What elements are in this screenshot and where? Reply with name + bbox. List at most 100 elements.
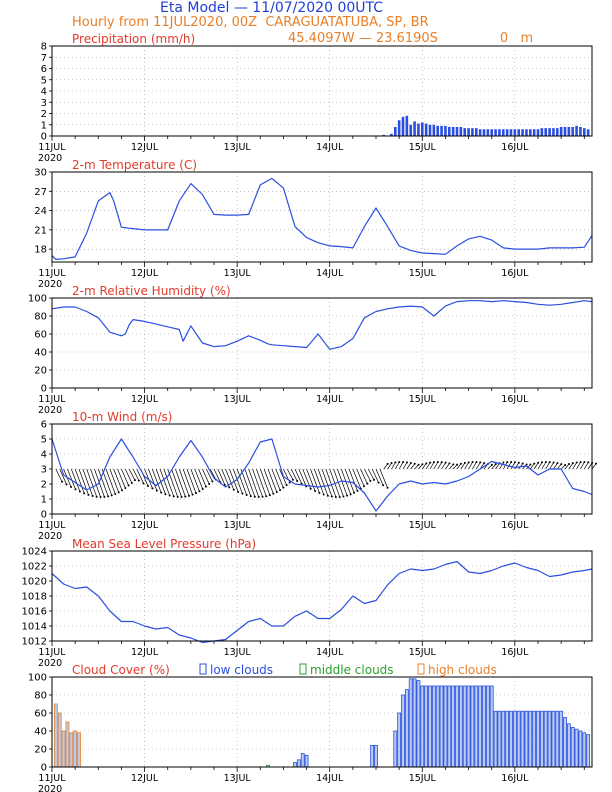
precip-bar [575, 125, 578, 136]
wind-barb-tip [440, 461, 443, 464]
wind-barb-tip [425, 462, 428, 465]
y-tick-label: 27 [34, 187, 47, 198]
precip-bar [397, 120, 401, 136]
precip-bar [513, 129, 517, 136]
wind-barb-tip [571, 462, 574, 465]
wind-barb [352, 468, 362, 489]
wind-barb [367, 468, 375, 481]
y-tick-label: 20 [34, 745, 47, 756]
precip-bar [555, 128, 559, 136]
wind-barb [437, 462, 443, 470]
y-tick-label: 0 [41, 763, 47, 774]
panel-title: Cloud Cover (%) [72, 663, 170, 677]
wind-barb [217, 468, 226, 486]
cloud-bar-low [543, 710, 548, 768]
wind-barb-tip [314, 489, 317, 492]
precip-bar [490, 129, 494, 136]
precip-bar [428, 124, 432, 136]
wind-barb-tip [394, 461, 397, 464]
x-year-label: 2020 [38, 784, 62, 792]
wind-barb-tip [467, 461, 470, 464]
wind-barb [248, 468, 260, 498]
precip-bar [548, 128, 551, 136]
cloud-bar-low [293, 762, 297, 768]
wind-barb [178, 468, 190, 496]
wind-barb-tip [346, 494, 349, 497]
wind-barb [151, 468, 162, 493]
wind-barb-tip [533, 462, 536, 465]
y-tick-label: 4 [41, 87, 47, 98]
wind-barb-tip [353, 491, 356, 494]
wind-barb [491, 463, 496, 470]
wind-barb [186, 468, 197, 494]
cloud-bar-low [570, 727, 575, 768]
wind-barb [267, 468, 278, 493]
cloud-bar-low [474, 685, 479, 768]
wind-barb [333, 468, 344, 497]
precip-bar [382, 134, 386, 136]
y-tick-label: 1 [41, 495, 47, 506]
wind-barb-tip [195, 492, 198, 495]
cloud-bar-low [505, 710, 510, 768]
wind-barb-tip [272, 492, 275, 495]
wind-barb [121, 468, 129, 486]
cloud-bar-low [520, 710, 525, 768]
wind-barb-tip [409, 461, 412, 464]
cloud-bar-low [447, 685, 452, 768]
wind-barb-tip [176, 495, 179, 498]
y-tick-label: 100 [28, 673, 47, 684]
wind-barb-tip [160, 491, 163, 494]
x-year-label: 2020 [38, 153, 62, 164]
panel-2: 18 21 24 27 30 11JUL 12JUL 13JUL 14JUL 15JUL 16JUL… [34, 158, 593, 290]
cloud-bar-low [435, 685, 440, 768]
cloud-bar-low [300, 753, 305, 768]
wind-barb [576, 461, 581, 470]
wind-barb [344, 468, 355, 493]
wind-barb-tip [369, 479, 372, 482]
wind-barb-tip [279, 488, 282, 491]
wind-barb [67, 468, 76, 490]
wind-barb-tip [268, 494, 271, 497]
wind-barb-tip [296, 480, 299, 483]
precip-bar [451, 127, 455, 136]
wind-barb-tip [456, 463, 459, 466]
cloud-bar-low [393, 730, 398, 768]
wind-barb [275, 468, 284, 488]
wind-barb [499, 462, 504, 470]
wind-barb-tip [517, 461, 520, 464]
wind-barb-tip [334, 495, 337, 498]
precip-bar [440, 125, 443, 136]
wind-barb-tip [107, 495, 110, 498]
wind-barb-tip [257, 495, 260, 498]
y-tick-label: 60 [34, 330, 47, 341]
wind-barb [202, 468, 210, 485]
precip-bar [444, 125, 447, 136]
cloud-bar-low [532, 710, 537, 768]
wind-barb-tip [211, 480, 214, 483]
x-tick-label: 12JUL [131, 268, 159, 279]
precip-bar [532, 129, 536, 136]
wind-barb-tip [208, 483, 211, 486]
wind-barb-tip [502, 461, 505, 464]
cloud-bar-low [412, 678, 417, 768]
wind-barb-tip [130, 481, 133, 484]
wind-barb [97, 468, 109, 497]
x-tick-label: 16JUL [501, 647, 529, 658]
legend-label: middle clouds [310, 663, 394, 677]
wind-barb-tip [560, 463, 563, 466]
precip-bar [413, 121, 416, 136]
series-line [51, 560, 593, 644]
wind-barb [259, 468, 271, 496]
wind-barb [263, 468, 274, 494]
cloud-bar-low [547, 710, 552, 768]
wind-barb [391, 462, 396, 470]
precip-bar [498, 129, 501, 136]
cloud-bar-low [404, 689, 409, 768]
wind-barb-tip [241, 492, 244, 495]
wind-barb-tip [172, 495, 175, 498]
precip-bar [467, 128, 470, 136]
plot-frame [51, 676, 593, 768]
y-tick-label: 1016 [22, 607, 47, 618]
legend-item: high clouds [417, 663, 497, 677]
x-tick-label: 12JUL [131, 520, 159, 531]
